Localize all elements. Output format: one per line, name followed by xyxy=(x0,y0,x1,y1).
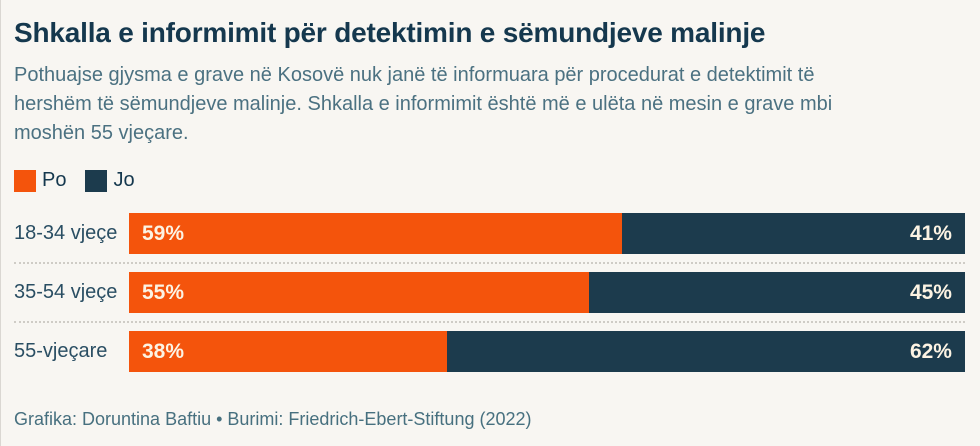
row-label: 35-54 vjeçe xyxy=(14,281,118,303)
bar-track: 59% 41% xyxy=(129,213,965,254)
bar-value-label: 45% xyxy=(909,280,952,304)
description-line: hershëm të sëmundjeve malinje. Shkalla e… xyxy=(14,93,833,115)
bar-track: 55% 45% xyxy=(129,272,965,313)
legend-item-po: Po xyxy=(14,169,66,192)
row-label: 55-vjeçare xyxy=(14,340,108,362)
legend: Po Jo xyxy=(14,169,965,192)
row-divider xyxy=(14,262,965,264)
bar-row-55: 55-vjeçare 38% 62% xyxy=(14,331,965,372)
bar-value-label: 38% xyxy=(142,339,185,363)
credit-line: Grafika: Doruntina Baftiu • Burimi: Frie… xyxy=(14,409,532,429)
legend-label-jo: Jo xyxy=(113,169,135,191)
bar-segment-po: 59% xyxy=(129,213,623,254)
row-divider xyxy=(14,321,965,323)
chart-title: Shkalla e informimit për detektimin e së… xyxy=(14,17,766,48)
legend-swatch-po xyxy=(14,169,36,192)
bar-segment-po: 55% xyxy=(129,272,589,313)
chart-description: Pothuajse gjysma e grave në Kosovë nuk j… xyxy=(14,61,965,148)
row-label: 18-34 vjeçe xyxy=(14,222,118,244)
stacked-bar-chart: 18-34 vjeçe 59% 41% 35-54 vjeçe 55% 45% xyxy=(14,213,965,372)
bar-value-label: 41% xyxy=(909,221,952,245)
bar-segment-jo: 45% xyxy=(588,272,965,313)
bar-segment-jo: 41% xyxy=(622,213,965,254)
bar-row-18-34: 18-34 vjeçe 59% 41% xyxy=(14,213,965,254)
bar-segment-jo: 62% xyxy=(446,331,965,372)
description-line: moshën 55 vjeçare. xyxy=(14,122,189,144)
legend-label-po: Po xyxy=(42,169,67,191)
legend-swatch-jo xyxy=(85,169,108,192)
bar-track: 38% 62% xyxy=(129,331,965,372)
bar-value-label: 55% xyxy=(142,280,185,304)
legend-item-jo: Jo xyxy=(85,169,135,192)
bar-row-35-54: 35-54 vjeçe 55% 45% xyxy=(14,272,965,313)
description-line: Pothuajse gjysma e grave në Kosovë nuk j… xyxy=(14,64,815,86)
bar-segment-po: 38% xyxy=(129,331,447,372)
bar-value-label: 62% xyxy=(909,339,952,363)
bar-value-label: 59% xyxy=(142,221,185,245)
